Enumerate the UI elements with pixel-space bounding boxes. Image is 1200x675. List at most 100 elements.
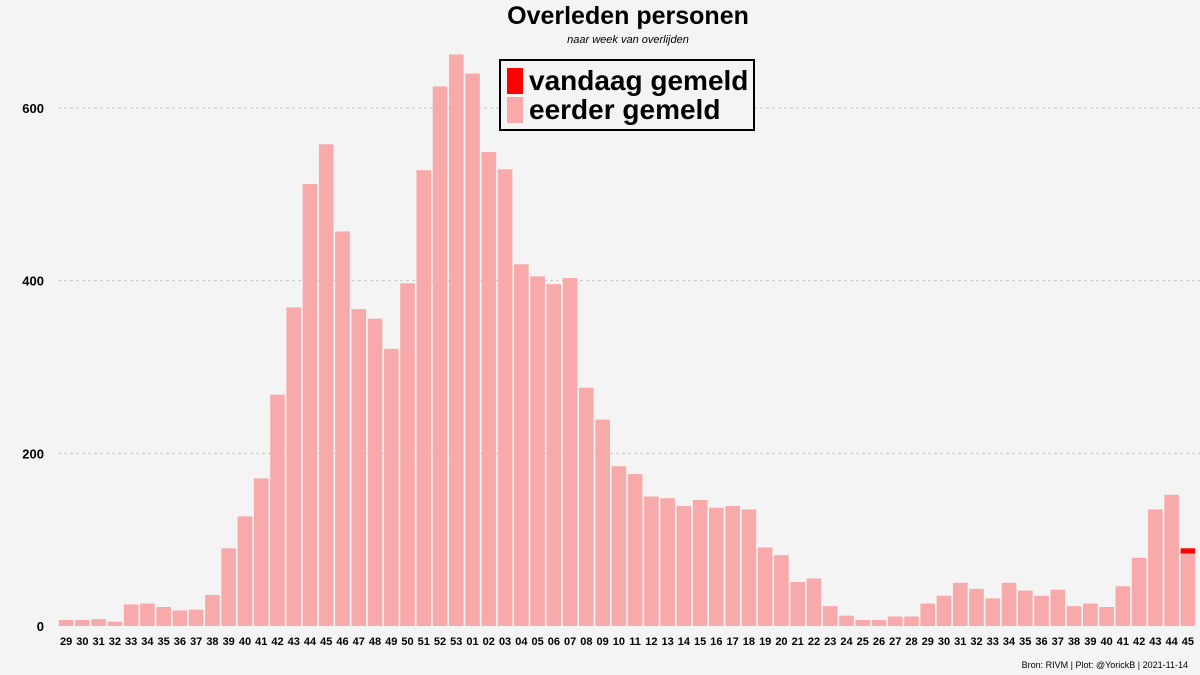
- x-tick-label: 53: [450, 636, 462, 648]
- bar-eerder-gemeld: [188, 609, 204, 626]
- bar-eerder-gemeld: [75, 619, 90, 626]
- x-tick-label: 24: [840, 636, 853, 648]
- bar-eerder-gemeld: [627, 474, 643, 626]
- x-tick-label: 40: [1100, 636, 1112, 648]
- x-tick-label: 33: [987, 636, 999, 648]
- bar-eerder-gemeld: [270, 394, 285, 626]
- x-tick-label: 48: [369, 636, 381, 648]
- x-tick-label: 47: [353, 636, 365, 648]
- bar-eerder-gemeld: [741, 509, 757, 626]
- bar-eerder-gemeld: [822, 606, 838, 626]
- bar-eerder-gemeld: [123, 604, 139, 626]
- x-tick-label: 05: [531, 636, 543, 648]
- x-tick-label: 30: [76, 636, 88, 648]
- bar-eerder-gemeld: [253, 478, 269, 626]
- x-tick-label: 34: [1003, 636, 1016, 648]
- bar-eerder-gemeld: [969, 588, 984, 626]
- bar-eerder-gemeld: [725, 506, 740, 626]
- bar-eerder-gemeld: [887, 616, 903, 626]
- x-tick-label: 06: [548, 636, 560, 648]
- bar-eerder-gemeld: [1050, 589, 1066, 626]
- bar-eerder-gemeld: [416, 170, 432, 626]
- bar-eerder-gemeld: [530, 276, 545, 626]
- x-tick-label: 45: [1182, 636, 1194, 648]
- y-axis-ticks: 0 200 400 600: [22, 101, 44, 634]
- x-tick-label: 38: [1068, 636, 1080, 648]
- x-tick-label: 12: [645, 636, 657, 648]
- bar-eerder-gemeld: [1180, 553, 1196, 626]
- x-tick-label: 45: [320, 636, 332, 648]
- x-tick-label: 16: [710, 636, 722, 648]
- x-tick-label: 07: [564, 636, 576, 648]
- x-tick-label: 01: [466, 636, 478, 648]
- x-tick-label: 42: [271, 636, 283, 648]
- bars: [58, 54, 1196, 627]
- x-tick-label: 43: [1149, 636, 1161, 648]
- x-tick-label: 40: [239, 636, 251, 648]
- bar-eerder-gemeld: [692, 499, 708, 626]
- bar-eerder-gemeld: [1017, 590, 1033, 626]
- bar-eerder-gemeld: [904, 616, 919, 626]
- bar-eerder-gemeld: [302, 183, 318, 627]
- x-tick-label: 14: [678, 636, 691, 648]
- bar-eerder-gemeld: [562, 278, 578, 626]
- bar-eerder-gemeld: [871, 619, 887, 626]
- bar-eerder-gemeld: [107, 621, 123, 626]
- bar-eerder-gemeld: [205, 594, 220, 626]
- bar-eerder-gemeld: [58, 619, 74, 626]
- bar-eerder-gemeld: [497, 169, 513, 626]
- bar-eerder-gemeld: [709, 507, 724, 626]
- x-tick-label: 22: [808, 636, 820, 648]
- x-tick-label: 51: [418, 636, 430, 648]
- bar-eerder-gemeld: [660, 498, 675, 626]
- x-tick-label: 30: [938, 636, 950, 648]
- x-tick-label: 29: [922, 636, 934, 648]
- x-tick-label: 26: [873, 636, 885, 648]
- bar-eerder-gemeld: [400, 283, 415, 626]
- x-tick-label: 39: [223, 636, 235, 648]
- bar-eerder-gemeld: [481, 152, 497, 627]
- bar-eerder-gemeld: [936, 595, 952, 626]
- x-tick-label: 31: [93, 636, 105, 648]
- x-tick-label: 35: [1019, 636, 1031, 648]
- x-tick-label: 36: [174, 636, 186, 648]
- bar-eerder-gemeld: [546, 284, 562, 626]
- x-tick-label: 50: [401, 636, 413, 648]
- x-tick-label: 44: [1165, 636, 1178, 648]
- x-tick-label: 03: [499, 636, 511, 648]
- x-tick-label: 34: [141, 636, 154, 648]
- bar-eerder-gemeld: [855, 619, 871, 626]
- y-tick-label: 0: [37, 619, 44, 634]
- x-tick-label: 04: [515, 636, 528, 648]
- x-tick-label: 27: [889, 636, 901, 648]
- gridlines: [58, 107, 1200, 454]
- bar-eerder-gemeld: [383, 348, 399, 626]
- legend-label-vandaag: vandaag gemeld: [529, 65, 749, 96]
- x-tick-label: 13: [662, 636, 674, 648]
- bar-eerder-gemeld: [172, 610, 188, 626]
- bar-eerder-gemeld: [644, 496, 659, 626]
- x-tick-label: 23: [824, 636, 836, 648]
- bar-eerder-gemeld: [952, 582, 968, 626]
- chart-subtitle: naar week van overlijden: [567, 34, 689, 46]
- bar-eerder-gemeld: [611, 466, 627, 626]
- y-tick-label: 200: [22, 446, 44, 461]
- x-tick-label: 19: [759, 636, 771, 648]
- x-tick-label: 36: [1035, 636, 1047, 648]
- bar-eerder-gemeld: [432, 86, 448, 626]
- legend: vandaag gemeld eerder gemeld: [499, 59, 755, 131]
- bar-eerder-gemeld: [1083, 603, 1098, 626]
- x-tick-label: 32: [970, 636, 982, 648]
- bar-eerder-gemeld: [335, 231, 350, 626]
- x-tick-label: 37: [1052, 636, 1064, 648]
- x-tick-label: 20: [775, 636, 787, 648]
- y-tick-label: 400: [22, 274, 44, 289]
- x-tick-label: 32: [109, 636, 121, 648]
- x-tick-label: 41: [1117, 636, 1129, 648]
- legend-swatch-vandaag: [507, 68, 523, 94]
- source-caption: Bron: RIVM | Plot: @YorickB | 2021-11-14: [1021, 660, 1188, 670]
- x-tick-label: 25: [857, 636, 869, 648]
- bar-eerder-gemeld: [465, 73, 480, 627]
- x-tick-label: 21: [792, 636, 804, 648]
